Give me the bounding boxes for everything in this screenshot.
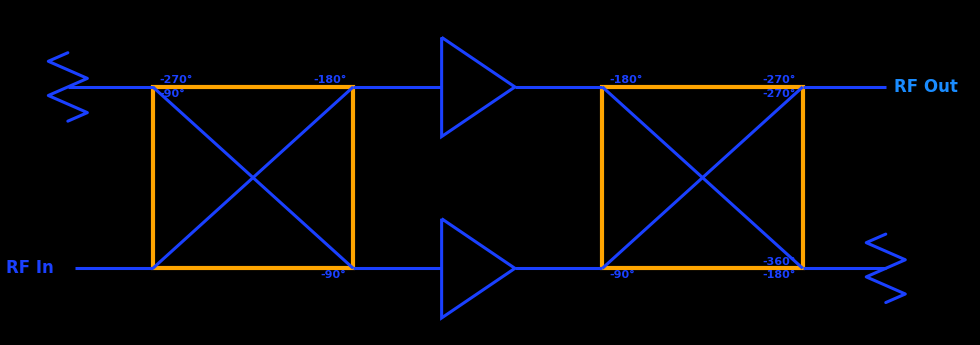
Text: -270°: -270° xyxy=(762,75,796,85)
Text: RF In: RF In xyxy=(6,259,54,277)
Text: -180°: -180° xyxy=(610,75,643,85)
Text: -180°: -180° xyxy=(313,75,346,85)
Text: -360°: -360° xyxy=(762,257,796,267)
Text: -180°: -180° xyxy=(762,270,796,280)
Text: -270°: -270° xyxy=(762,89,796,99)
Text: -90°: -90° xyxy=(610,270,635,280)
Text: -90°: -90° xyxy=(160,89,185,99)
Text: -90°: -90° xyxy=(320,270,346,280)
Text: -270°: -270° xyxy=(160,75,193,85)
Text: RF Out: RF Out xyxy=(894,78,957,96)
